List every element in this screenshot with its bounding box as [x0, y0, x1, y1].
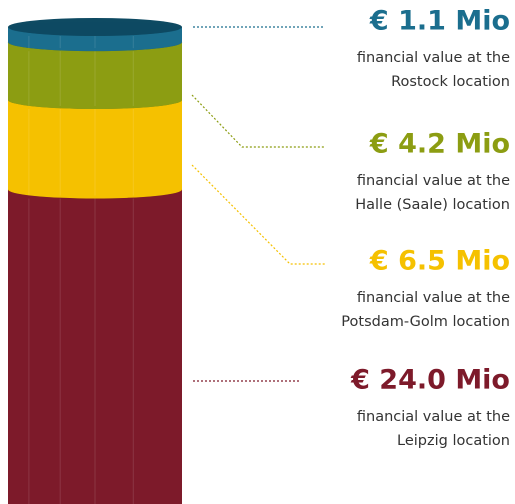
value-label: € 6.5 Mio: [369, 246, 510, 277]
leader-line: [191, 164, 325, 265]
location-label: financial value at the: [357, 409, 510, 425]
leader-lines: [191, 26, 325, 382]
leader-line: [191, 94, 325, 148]
cylinder: [8, 18, 182, 504]
location-label: financial value at the: [357, 290, 510, 306]
value-label: € 4.2 Mio: [369, 129, 510, 160]
cylinder-segment: [8, 189, 182, 504]
location-label: Rostock location: [391, 74, 510, 90]
location-label: financial value at the: [357, 50, 510, 66]
cylinder-segment: [8, 99, 182, 199]
value-label: € 24.0 Mio: [350, 365, 510, 396]
location-label: Potsdam-Golm location: [341, 314, 510, 330]
segment-top: [10, 21, 180, 36]
value-label: € 1.1 Mio: [369, 6, 510, 37]
location-label: Halle (Saale) location: [355, 197, 510, 213]
location-label: Leipzig location: [397, 433, 510, 449]
location-label: financial value at the: [357, 173, 510, 189]
cylinder-segment: [8, 42, 182, 109]
